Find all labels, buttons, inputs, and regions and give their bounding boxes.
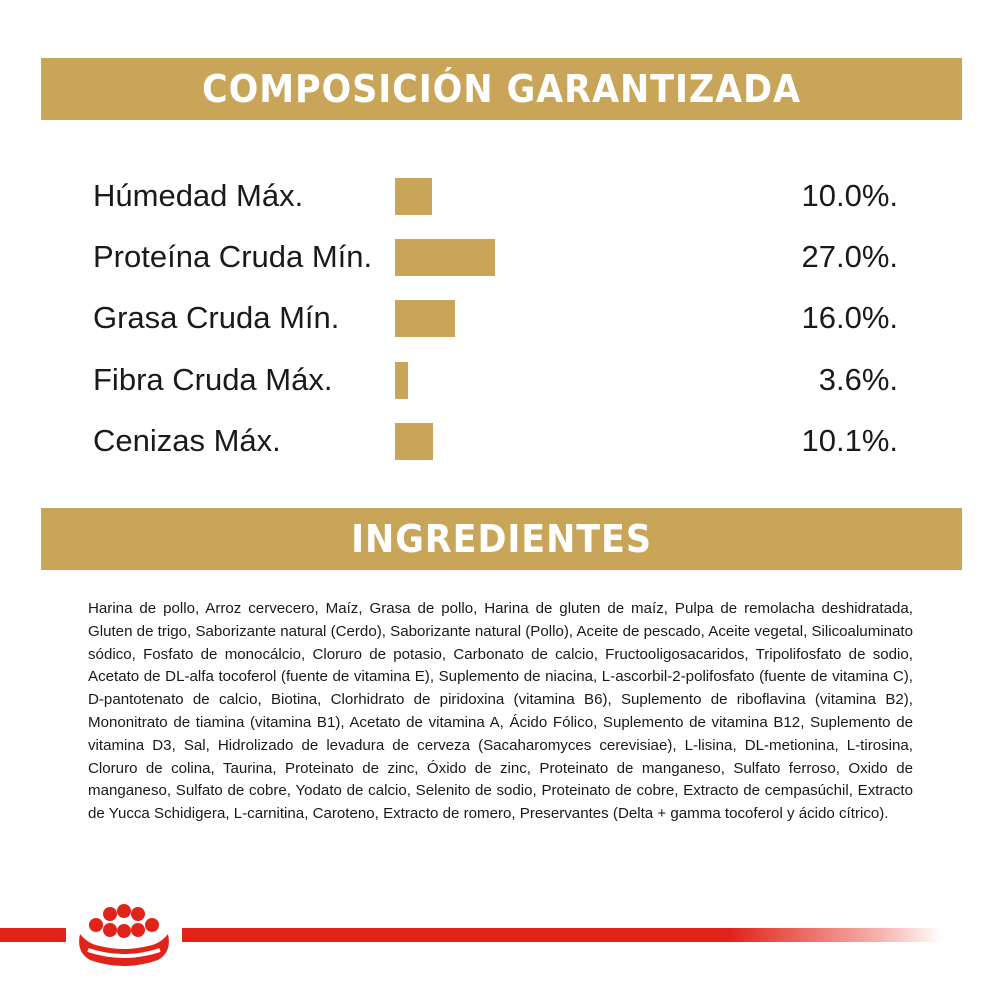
nutrient-row-grasa: Grasa Cruda Mín. 16.0%.: [0, 298, 1000, 338]
nutrient-label: Proteína Cruda Mín.: [93, 239, 373, 274]
ingredients-banner: INGREDIENTES: [41, 508, 962, 570]
composition-banner: COMPOSICIÓN GARANTIZADA: [41, 58, 962, 120]
footer-stripe-left: [0, 928, 66, 942]
nutrient-row-humedad: Húmedad Máx. 10.0%.: [0, 176, 1000, 216]
footer-stripe-right: [182, 928, 942, 942]
nutrient-value: 16.0%.: [801, 300, 898, 335]
nutrient-label: Fibra Cruda Máx.: [93, 362, 333, 397]
nutrient-value: 10.0%.: [801, 178, 898, 213]
nutrient-value: 27.0%.: [801, 239, 898, 274]
royal-canin-crown-icon: [79, 904, 169, 966]
nutrient-bar: [395, 178, 433, 215]
nutrient-value: 3.6%.: [818, 362, 898, 397]
nutrient-row-fibra: Fibra Cruda Máx. 3.6%.: [0, 360, 1000, 400]
ingredients-title: INGREDIENTES: [351, 517, 652, 561]
nutrient-label: Cenizas Máx.: [93, 423, 281, 458]
nutrient-bar: [395, 362, 409, 399]
nutrient-bar: [395, 239, 496, 276]
ingredients-list: Harina de pollo, Arroz cervecero, Maíz, …: [88, 600, 913, 823]
nutrient-label: Húmedad Máx.: [93, 178, 304, 213]
nutrient-row-cenizas: Cenizas Máx. 10.1%.: [0, 421, 1000, 461]
nutrient-row-proteina: Proteína Cruda Mín. 27.0%.: [0, 237, 1000, 277]
composition-title: COMPOSICIÓN GARANTIZADA: [201, 67, 801, 111]
nutrient-bar: [395, 423, 433, 460]
nutrient-label: Grasa Cruda Mín.: [93, 300, 340, 335]
nutrient-bar: [395, 300, 455, 337]
nutrient-value: 10.1%.: [801, 423, 898, 458]
